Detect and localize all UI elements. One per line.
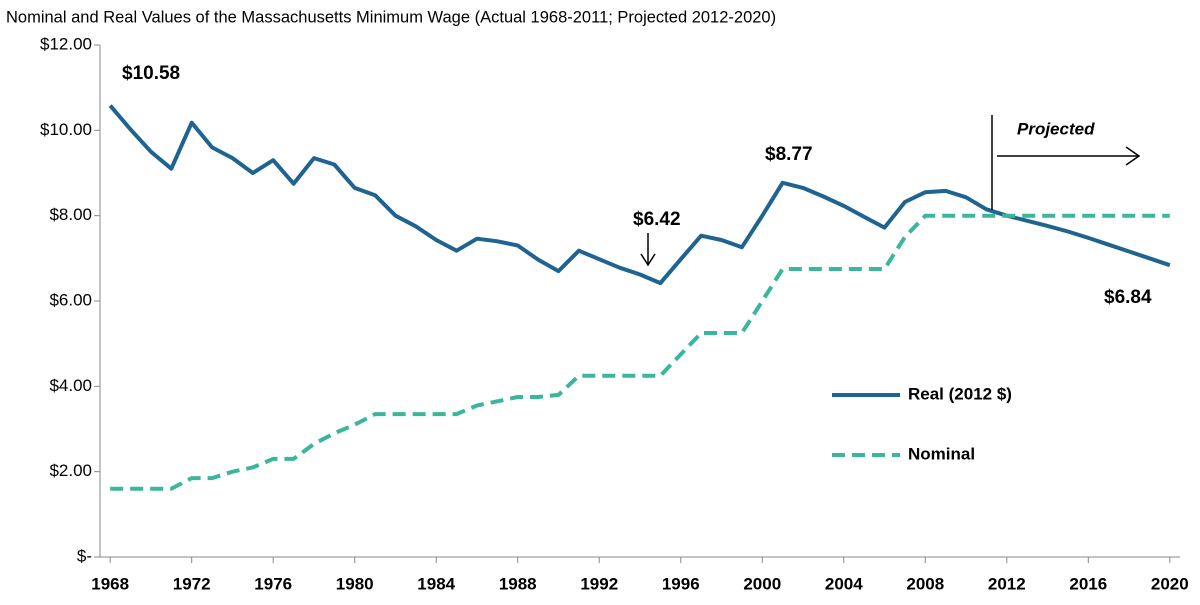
x-tick-label: 2008 — [906, 574, 944, 593]
series-line — [108, 104, 1171, 286]
x-tick-label: 2012 — [988, 574, 1026, 593]
y-tick-label: $12.00 — [40, 34, 92, 53]
y-tick-label: $6.00 — [49, 290, 92, 309]
annotation: $8.77 — [765, 144, 813, 165]
annotation: $6.42 — [633, 209, 681, 230]
x-tick-label: 1980 — [336, 574, 374, 593]
y-tick-label: $10.00 — [40, 120, 92, 139]
x-tick-label: 1988 — [499, 574, 537, 593]
x-tick-label: 2016 — [1069, 574, 1107, 593]
y-tick-label: $2.00 — [49, 461, 92, 480]
x-tick-label: 2020 — [1151, 574, 1189, 593]
x-tick-label: 1968 — [91, 574, 129, 593]
x-tick-label: 1984 — [417, 574, 455, 593]
annotation: $6.84 — [1104, 287, 1152, 308]
x-tick-label: 1976 — [254, 574, 292, 593]
x-tick-label: 1996 — [662, 574, 700, 593]
y-tick-label: $- — [77, 546, 92, 565]
annotation: $10.58 — [122, 63, 180, 84]
x-tick-label: 1992 — [580, 574, 618, 593]
y-tick-label: $8.00 — [49, 205, 92, 224]
chart-title: Nominal and Real Values of the Massachus… — [6, 8, 776, 26]
series-line — [110, 213, 1170, 491]
annotation: Projected — [1017, 119, 1095, 138]
arrow-head — [640, 253, 656, 267]
legend-label: Real (2012 $) — [908, 384, 1012, 403]
x-tick-label: 2004 — [825, 574, 863, 593]
legend-label: Nominal — [908, 444, 975, 463]
x-tick-label: 2000 — [743, 574, 781, 593]
x-tick-label: 1972 — [173, 574, 211, 593]
arrow-head — [1125, 146, 1141, 166]
y-tick-label: $4.00 — [49, 376, 92, 395]
